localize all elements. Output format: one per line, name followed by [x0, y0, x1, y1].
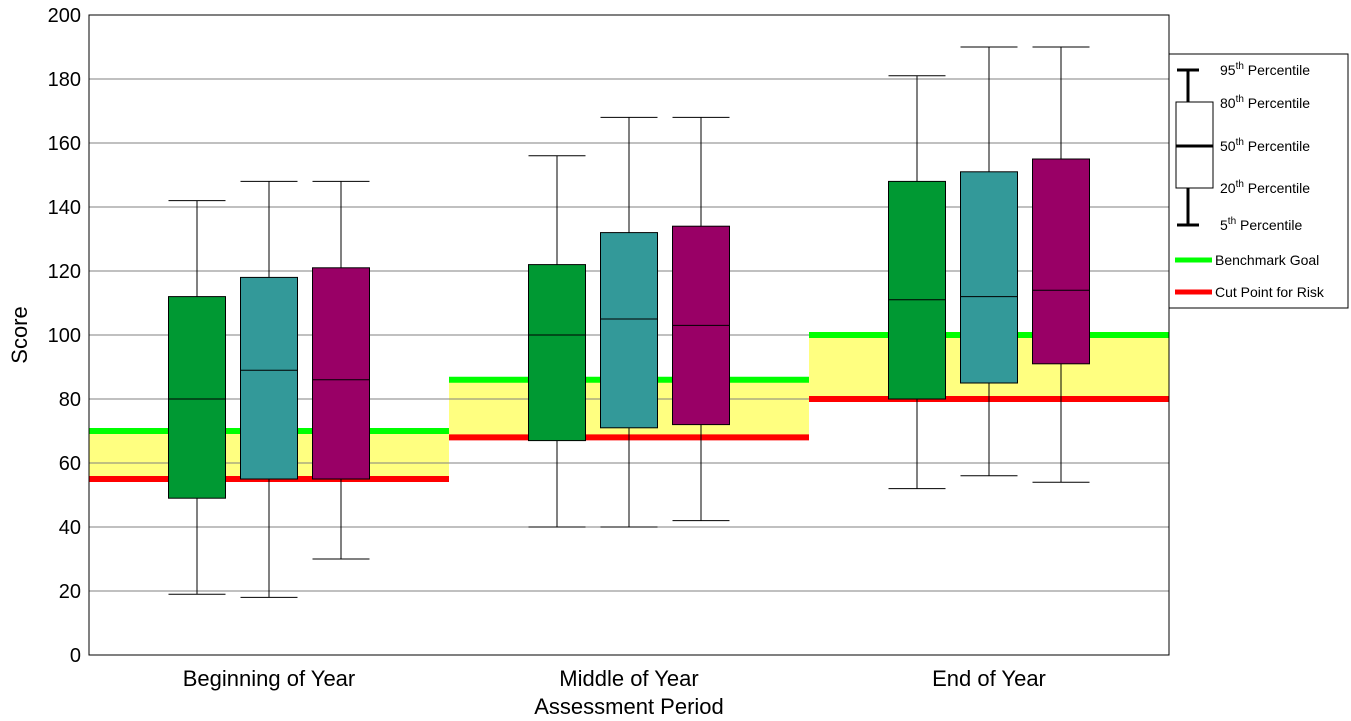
y-tick-label: 200 — [48, 5, 81, 27]
box-2-2 — [1032, 46, 1090, 483]
legend-label-risk: Cut Point for Risk — [1215, 284, 1325, 300]
y-tick-label: 160 — [48, 133, 81, 155]
box-1-1 — [600, 116, 658, 528]
x-category-label: Beginning of Year — [183, 666, 356, 691]
box-2-0 — [888, 75, 946, 490]
x-category-label: End of Year — [932, 666, 1046, 691]
y-tick-label: 60 — [59, 453, 81, 475]
box-body — [528, 264, 586, 442]
legend: 95th Percentile 80th Percentile 50th Perce… — [1168, 53, 1349, 309]
y-axis-ticks: 0 20 40 60 80 100 120 140 160 180 200 — [48, 5, 81, 667]
legend-label-p95: 95th Percentile — [1220, 61, 1310, 78]
box-0-0 — [168, 200, 226, 595]
box-body — [240, 276, 298, 480]
legend-label-p50: 50th Percentile — [1220, 137, 1310, 154]
box-0-1 — [240, 180, 298, 598]
y-tick-label: 100 — [48, 325, 81, 347]
y-tick-label: 20 — [59, 581, 81, 603]
box-2-1 — [960, 46, 1018, 477]
x-axis-title: Assessment Period — [534, 694, 724, 719]
legend-label-benchmark: Benchmark Goal — [1215, 252, 1319, 268]
x-axis-categories: Beginning of Year Middle of Year End of Ye… — [183, 666, 1046, 691]
box-1-0 — [528, 155, 586, 528]
legend-label-p80: 80th Percentile — [1220, 94, 1310, 111]
box-0-2 — [312, 180, 370, 560]
y-tick-label: 180 — [48, 69, 81, 91]
boxes — [168, 46, 1090, 598]
y-tick-label: 40 — [59, 517, 81, 539]
box-body — [888, 180, 946, 400]
y-axis-title: Score — [7, 306, 32, 363]
y-tick-label: 120 — [48, 261, 81, 283]
box-body — [600, 232, 658, 429]
box-1-2 — [672, 116, 730, 522]
y-tick-label: 0 — [70, 645, 81, 667]
box-body — [1032, 158, 1090, 365]
box-body — [312, 267, 370, 480]
plot-frame — [88, 14, 1170, 656]
box-body — [960, 171, 1018, 384]
legend-label-p20: 20th Percentile — [1220, 179, 1310, 196]
box-body — [168, 296, 226, 499]
y-tick-label: 140 — [48, 197, 81, 219]
legend-label-p5: 5th Percentile — [1220, 216, 1302, 233]
y-tick-label: 80 — [59, 389, 81, 411]
x-category-label: Middle of Year — [559, 666, 698, 691]
